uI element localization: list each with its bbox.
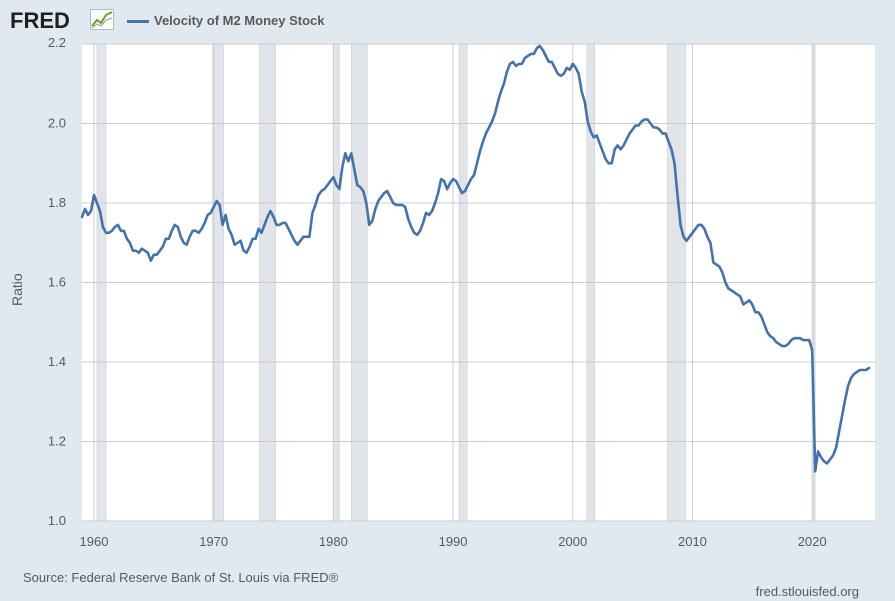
chart-header: FRED Velocity of M2 Money Stock	[0, 0, 895, 42]
y-tick-label: 1.6	[48, 275, 66, 290]
series-line-velocity-m2	[80, 44, 871, 473]
y-tick-label: 2.0	[48, 116, 66, 131]
y-axis-title: Ratio	[9, 273, 25, 306]
x-tick-label: 1990	[439, 534, 468, 549]
x-tick-label: 2010	[678, 534, 707, 549]
y-tick-label: 1.0	[48, 513, 66, 528]
y-tick-label: 1.2	[48, 434, 66, 449]
line-chart-icon	[90, 9, 114, 30]
legend-label: Velocity of M2 Money Stock	[154, 13, 325, 28]
y-tick-label: 2.2	[48, 35, 66, 50]
site-link[interactable]: fred.stlouisfed.org	[755, 584, 859, 599]
series-lines	[80, 44, 871, 473]
source-note: Source: Federal Reserve Bank of St. Loui…	[23, 570, 339, 585]
x-tick-label: 1960	[80, 534, 109, 549]
y-axis-ticks: 1.0 1.2 1.4 1.6 1.8 2.0 2.2	[48, 35, 66, 528]
y-tick-label: 1.4	[48, 354, 66, 369]
x-tick-label: 1980	[319, 534, 348, 549]
y-tick-label: 1.8	[48, 195, 66, 210]
x-tick-label: 2000	[558, 534, 587, 549]
fred-logo[interactable]: FRED	[10, 8, 70, 33]
x-axis-ticks: 1960 1970 1980 1990 2000 2010 2020	[80, 534, 827, 549]
x-tick-label: 2020	[798, 534, 827, 549]
gridlines	[82, 43, 875, 522]
x-tick-label: 1970	[199, 534, 228, 549]
legend-swatch	[127, 20, 149, 23]
